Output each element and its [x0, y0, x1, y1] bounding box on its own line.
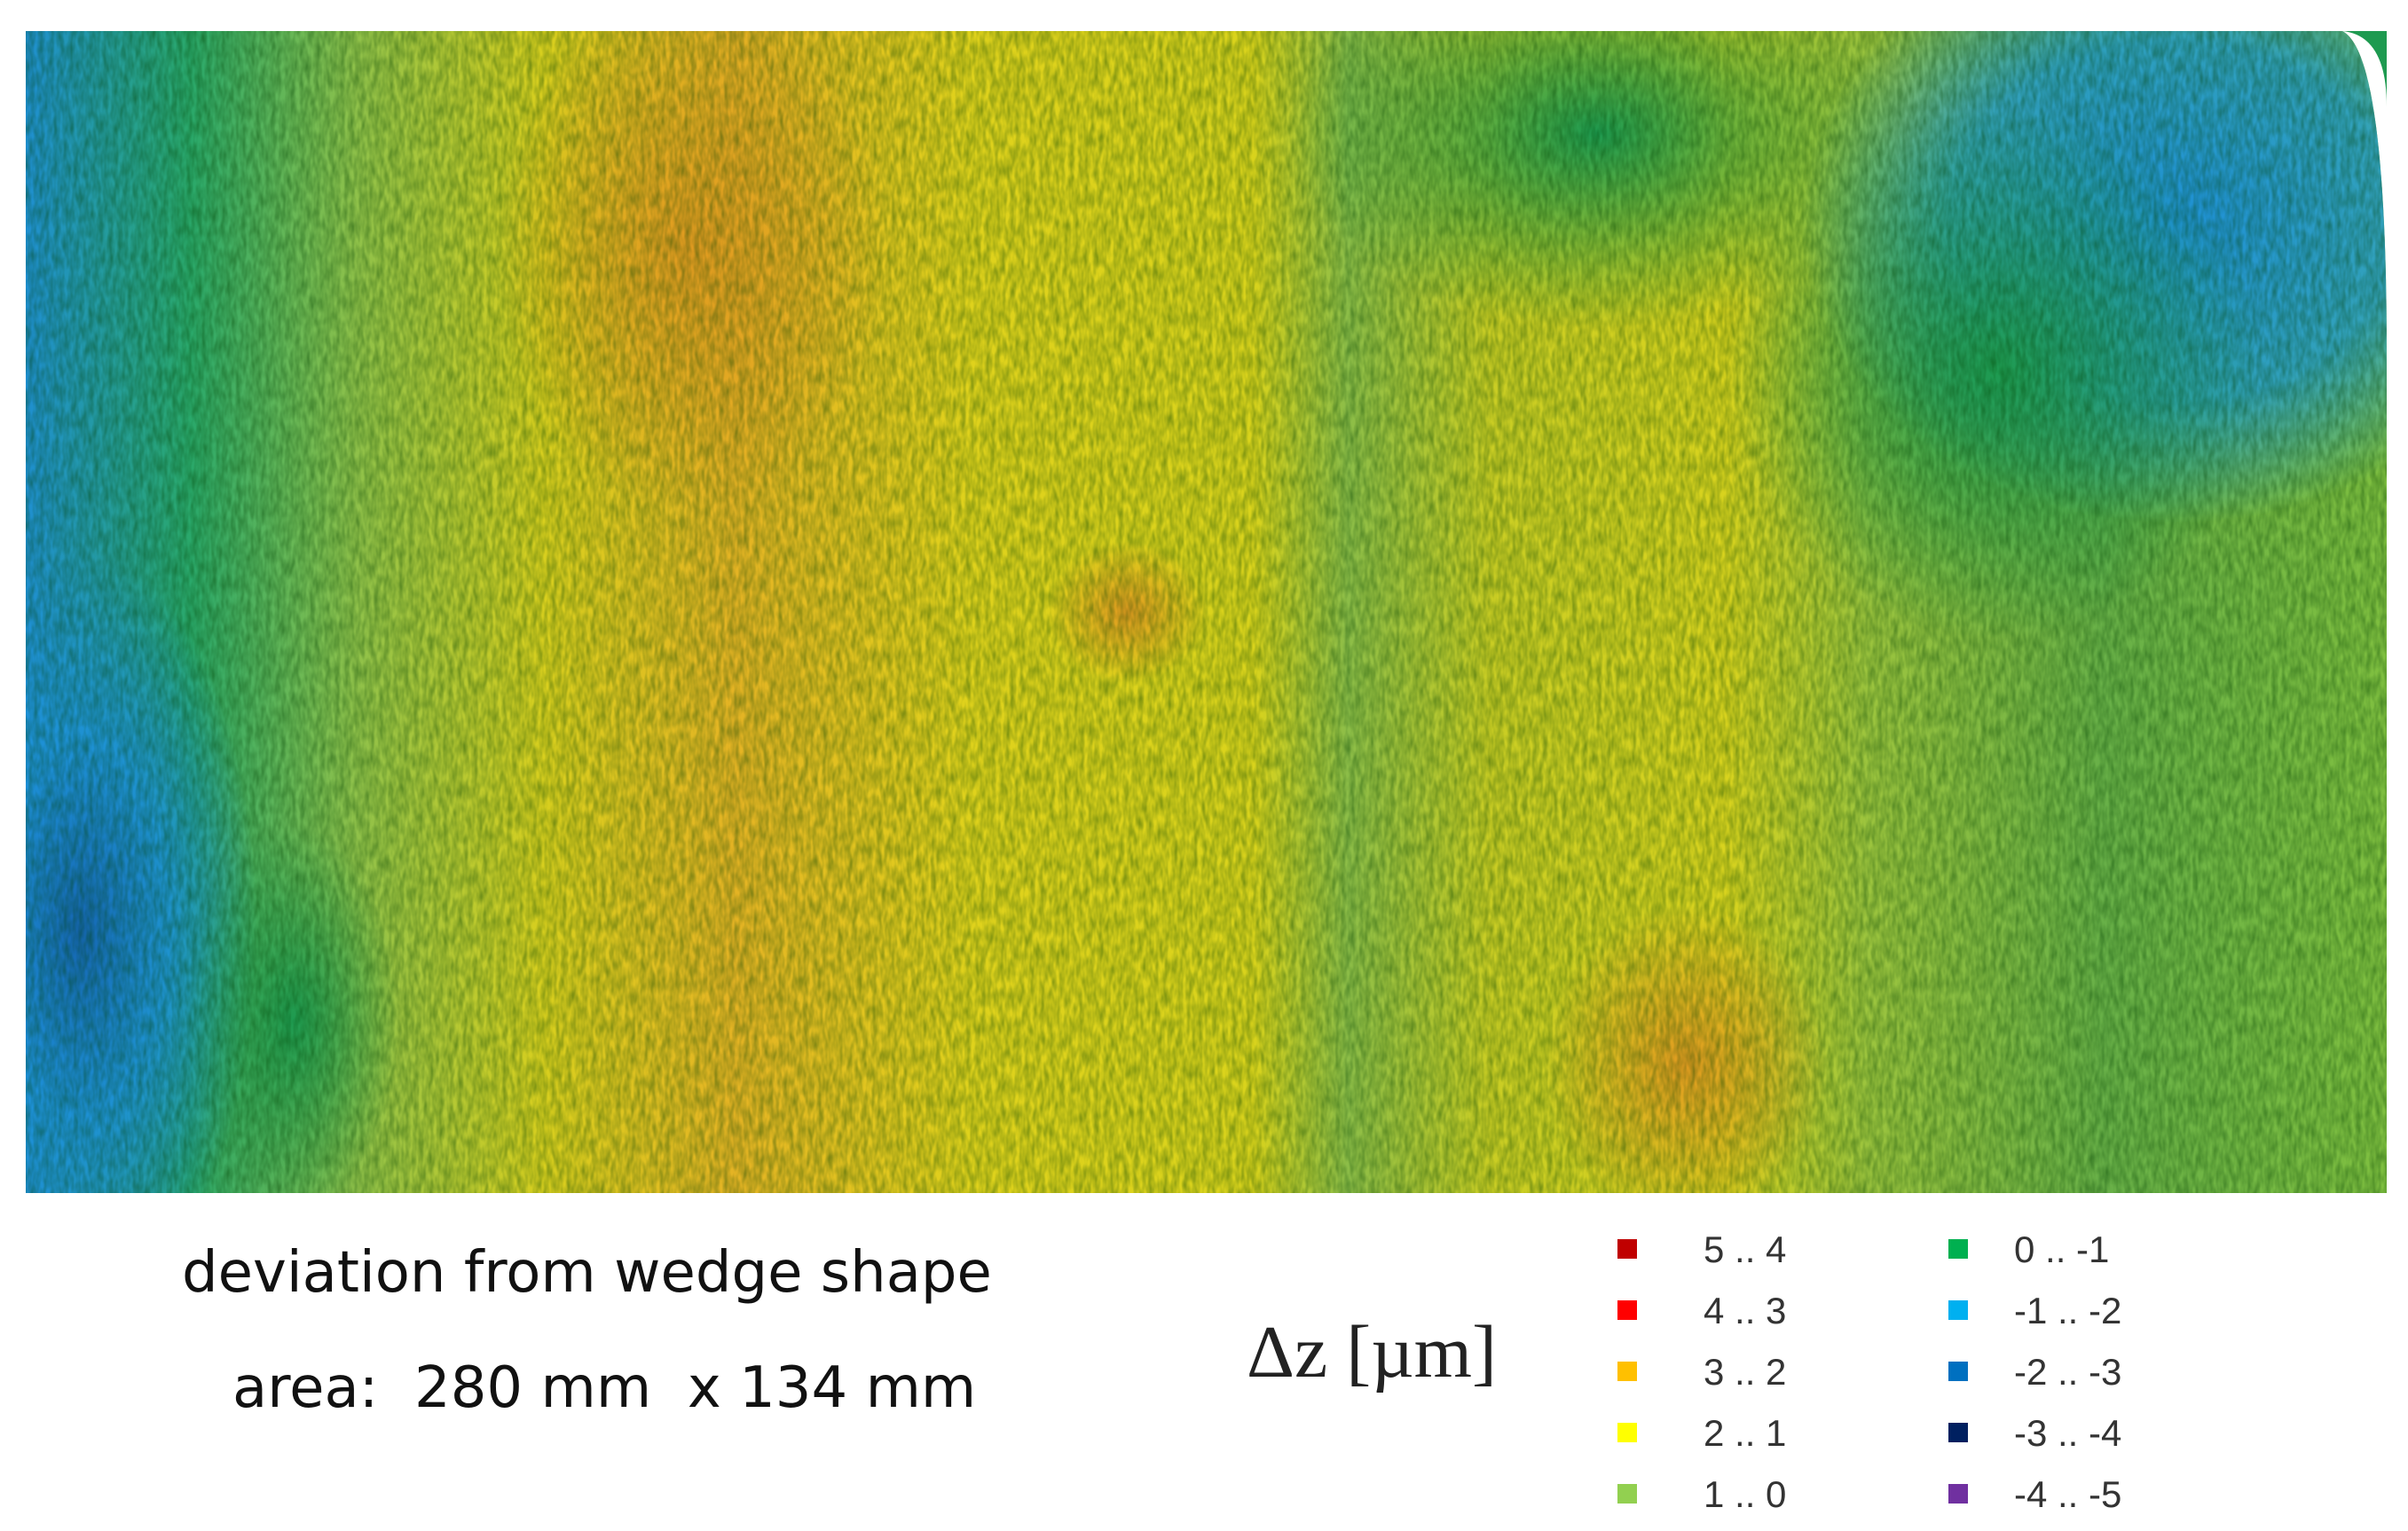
- legend-label: -3 .. -4: [2014, 1412, 2122, 1454]
- legend-label: 5 .. 4: [1704, 1229, 1787, 1270]
- swatch-box: [1617, 1484, 1637, 1504]
- legend-swatch: [1617, 1349, 1637, 1394]
- legend-label: -2 .. -3: [2014, 1351, 2122, 1393]
- legend-swatch: [1948, 1227, 1968, 1271]
- legend-swatch: [1948, 1288, 1968, 1332]
- legend-swatch: [1948, 1349, 1968, 1394]
- legend-label: 3 .. 2: [1704, 1351, 1787, 1393]
- legend-title: Δz [µm]: [1247, 1311, 1497, 1394]
- legend-swatch: [1948, 1472, 1968, 1516]
- swatch-box: [1617, 1300, 1637, 1320]
- legend-swatch: [1617, 1472, 1637, 1516]
- swatch-box: [1948, 1484, 1968, 1504]
- swatch-box: [1948, 1300, 1968, 1320]
- legend-swatch: [1617, 1288, 1637, 1332]
- swatch-box: [1617, 1239, 1637, 1259]
- swatch-box: [1617, 1423, 1637, 1442]
- legend-label: 4 .. 3: [1704, 1290, 1787, 1331]
- deviation-map: [26, 31, 2387, 1193]
- legend-label: -4 .. -5: [2014, 1473, 2122, 1515]
- swatch-box: [1948, 1239, 1968, 1259]
- swatch-box: [1948, 1423, 1968, 1442]
- swatch-box: [1948, 1362, 1968, 1381]
- legend-label: 2 .. 1: [1704, 1412, 1787, 1454]
- legend-swatch: [1617, 1227, 1637, 1271]
- swatch-box: [1617, 1362, 1637, 1381]
- caption-area: area: 280 mm x 134 mm: [232, 1355, 977, 1421]
- legend-label: 0 .. -1: [2014, 1229, 2110, 1270]
- caption-title: deviation from wedge shape: [182, 1240, 992, 1306]
- legend-swatch: [1617, 1410, 1637, 1455]
- legend-swatch: [1948, 1410, 1968, 1455]
- legend-label: 1 .. 0: [1704, 1473, 1787, 1515]
- legend-label: -1 .. -2: [2014, 1290, 2122, 1331]
